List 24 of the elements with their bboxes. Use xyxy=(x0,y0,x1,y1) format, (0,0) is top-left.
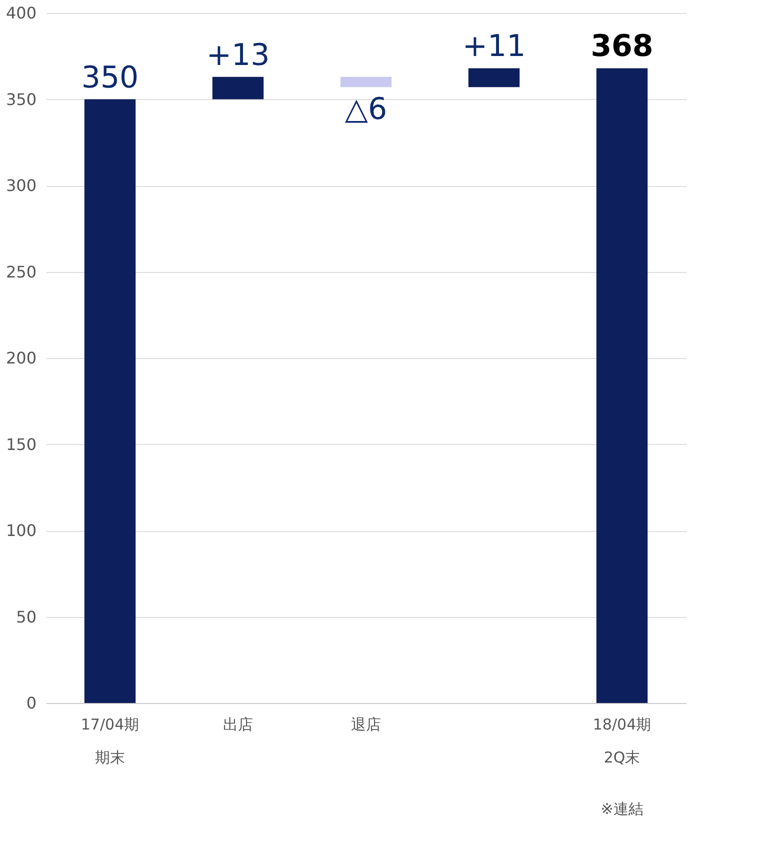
y-tick-label: 350 xyxy=(6,90,36,109)
y-tick-label: 150 xyxy=(6,434,36,454)
bar xyxy=(84,99,136,703)
y-tick-label: 0 xyxy=(26,694,36,712)
data-label: 368 xyxy=(590,29,654,64)
data-label: △6 xyxy=(344,92,388,128)
bar xyxy=(596,68,648,703)
data-label: 350 xyxy=(81,60,139,96)
bar xyxy=(212,76,264,100)
y-tick-label: 100 xyxy=(6,521,36,540)
x-tick-label: 退店 xyxy=(351,716,381,734)
x-tick-label: 出店 xyxy=(223,716,253,734)
data-label: +11 xyxy=(462,29,526,64)
y-tick-label: 50 xyxy=(16,607,36,626)
y-tick-label: 400 xyxy=(6,4,36,22)
bar xyxy=(340,76,392,88)
y-tick-label: 250 xyxy=(6,262,36,282)
bar xyxy=(468,68,520,88)
data-label: +13 xyxy=(206,38,270,73)
text: ※連結 xyxy=(600,800,644,818)
y-tick-label: 300 xyxy=(6,176,36,195)
x-tick-label: 18/04期2Q末 xyxy=(592,716,652,766)
y-tick-label: 200 xyxy=(6,348,36,368)
x-tick-label: 17/04期期末 xyxy=(80,716,140,766)
